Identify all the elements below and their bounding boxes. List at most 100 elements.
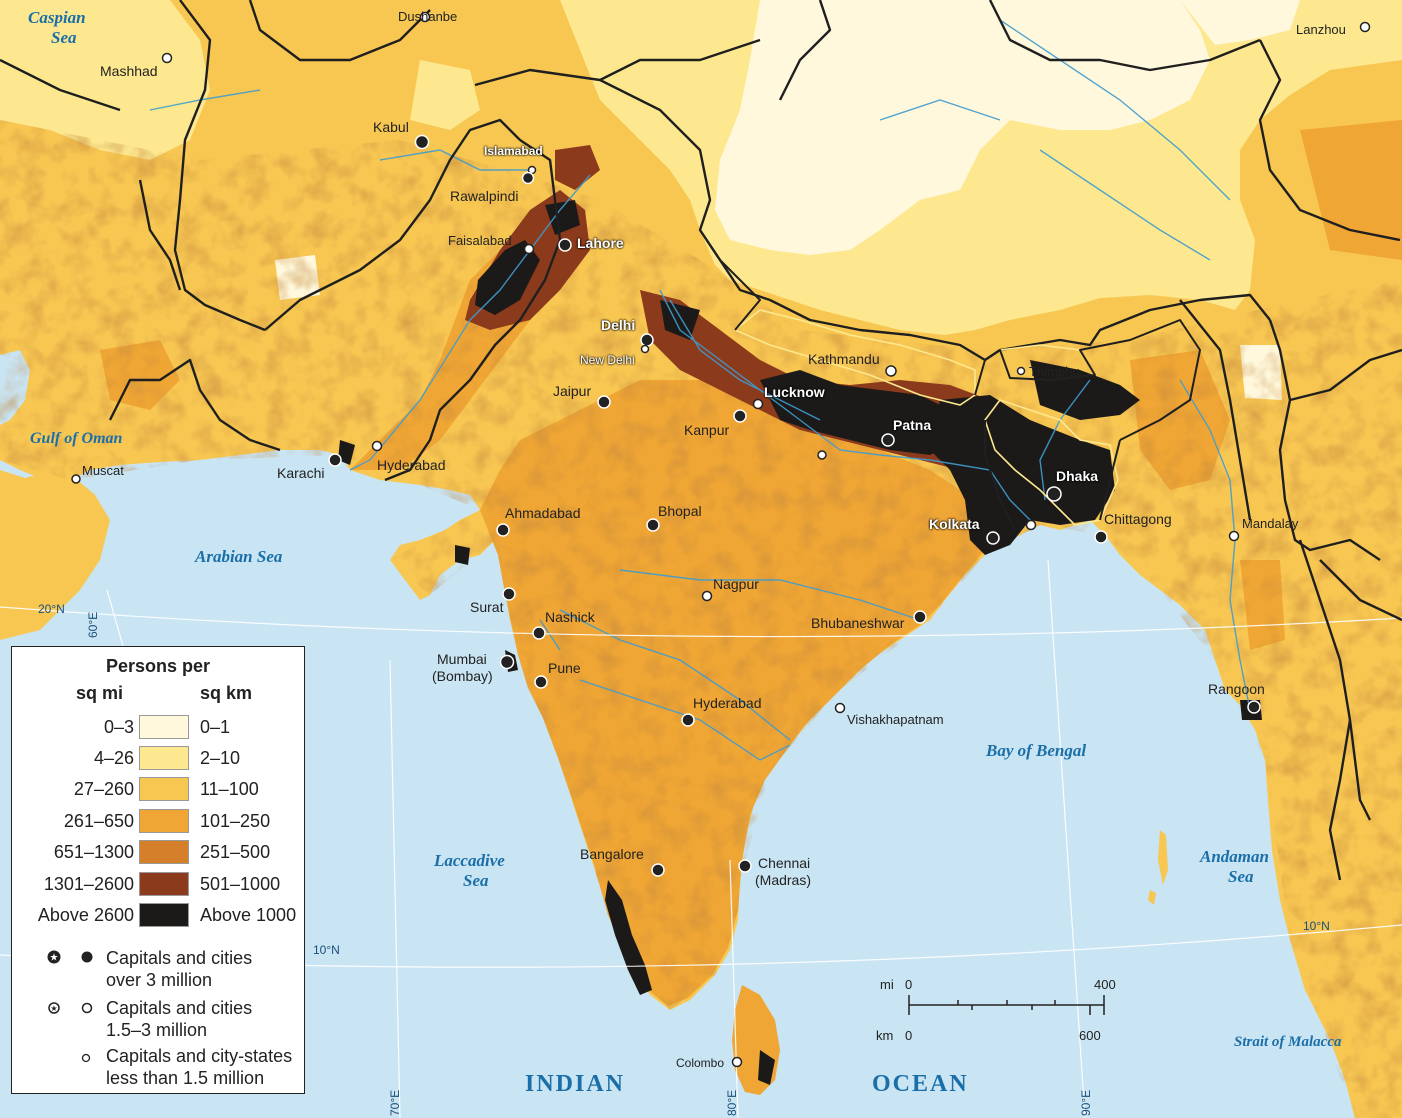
city-marker [521, 171, 535, 185]
legend-mi-range: 1301–2600 [43, 874, 134, 894]
city-label[interactable]: Ahmadabad [505, 505, 581, 521]
water-label: Arabian Sea [195, 547, 283, 566]
legend-km-range: 2–10 [200, 748, 241, 768]
legend-row: 1301–2600 501–1000 [12, 872, 306, 898]
svg-text:★: ★ [50, 953, 59, 964]
city-marker [733, 409, 747, 423]
city-label[interactable]: Bhubaneshwar [811, 615, 905, 631]
city-label[interactable]: Mashhad [100, 63, 158, 79]
city-label[interactable]: Dushanbe [398, 9, 458, 24]
latitude-label: 20°N [38, 602, 65, 616]
city-label[interactable]: Lahore [577, 235, 624, 251]
city-marker [328, 453, 342, 467]
city-marker [681, 713, 695, 727]
ocean-label: INDIAN [525, 1071, 626, 1097]
city-label[interactable]: Muscat [82, 463, 124, 478]
legend-row: 4–26 2–10 [12, 746, 306, 772]
city-marker [913, 610, 927, 624]
city-label[interactable]: Nagpur [713, 576, 759, 592]
city-label[interactable]: Karachi [277, 465, 325, 481]
city-marker [1247, 700, 1261, 714]
scale-unit-km: km [876, 1028, 894, 1043]
city-marker [646, 518, 660, 532]
water-label: Bay of Bengal [986, 741, 1087, 760]
city-label[interactable]: Dhaka [1056, 468, 1099, 484]
legend-km-range: 251–500 [200, 842, 271, 862]
legend-swatch [139, 872, 189, 896]
city-marker [640, 333, 654, 347]
city-marker [881, 433, 895, 447]
city-label[interactable]: Chittagong [1104, 511, 1172, 527]
city-marker [414, 134, 430, 150]
city-marker [1016, 366, 1026, 376]
legend-symbol-line1: Capitals and cities [106, 948, 253, 968]
city-label[interactable]: Jaipur [553, 383, 592, 399]
city-label[interactable]: Pune [548, 660, 581, 676]
city-label[interactable]: (Madras) [755, 872, 812, 888]
city-markers [71, 11, 1371, 1068]
city-marker [1359, 21, 1371, 33]
city-label[interactable]: Surat [470, 599, 504, 615]
legend-mi-range: 27–260 [73, 779, 134, 799]
city-marker [558, 238, 572, 252]
city-marker [701, 590, 713, 602]
city-label[interactable]: Islamabad [484, 144, 543, 158]
city-label[interactable]: Bhopal [658, 503, 702, 519]
city-label[interactable]: Lucknow [764, 384, 825, 400]
city-marker [817, 450, 827, 460]
legend-swatch [139, 777, 189, 801]
city-marker [534, 675, 548, 689]
legend-symbol-line2: 1.5–3 million [106, 1020, 208, 1040]
legend-symbol-line2: over 3 million [106, 970, 213, 990]
legend-row: 651–1300 251–500 [12, 840, 306, 866]
legend-swatch [139, 840, 189, 864]
city-label[interactable]: Hyderabad [693, 695, 762, 711]
city-label[interactable]: Chennai [758, 855, 811, 871]
oman-coast [0, 470, 110, 640]
city-label[interactable]: Lanzhou [1296, 22, 1346, 37]
city-label[interactable]: Vishakhapatnam [847, 712, 944, 727]
city-label[interactable]: Faisalabad [448, 233, 512, 248]
city-label[interactable]: New Delhi [580, 353, 635, 367]
legend-km-range: 0–1 [200, 717, 231, 737]
city-label[interactable]: (Bombay) [432, 668, 493, 684]
city-label[interactable]: Nashick [545, 609, 595, 625]
city-marker [496, 523, 510, 537]
city-marker [738, 859, 752, 873]
city-label[interactable]: Hyderabad [377, 457, 446, 473]
city-label[interactable]: Kanpur [684, 422, 730, 438]
capital-medium-icon: ★ [48, 1002, 93, 1014]
city-marker [1025, 519, 1037, 531]
city-marker [597, 395, 611, 409]
city-label[interactable]: Kabul [373, 119, 409, 135]
city-label[interactable]: Kolkata [929, 516, 980, 532]
legend-title: Persons per [106, 656, 211, 676]
city-label[interactable]: Mandalay [1242, 516, 1299, 531]
city-label[interactable]: Delhi [601, 317, 636, 333]
legend-col-sq-km: sq km [200, 683, 253, 703]
map-legend: Persons per sq mi sq km 0–3 0–1 4–26 2–1… [11, 646, 305, 1094]
city-label[interactable]: Patna [893, 417, 932, 433]
india-outline [699, 229, 1201, 531]
legend-swatch [139, 746, 189, 770]
legend-symbol-line1: Capitals and city-states [106, 1046, 293, 1066]
national-borders [0, 0, 1402, 881]
water-label: Sea [1228, 867, 1254, 886]
water-label: Strait of Malacca [1234, 1034, 1342, 1050]
city-marker [885, 365, 897, 377]
legend-swatch [139, 715, 189, 739]
water-label: Laccadive [434, 851, 505, 870]
legend-mi-range: Above 2600 [37, 905, 134, 925]
scale-mi-zero: 0 [905, 977, 913, 992]
scale-bar [908, 995, 1105, 1015]
city-label[interactable]: Bangalore [580, 846, 644, 862]
scale-mi-max: 400 [1094, 977, 1116, 992]
city-label[interactable]: Colombo [676, 1056, 725, 1070]
longitude-label: 60°E [86, 611, 100, 638]
city-label[interactable]: Rangoon [1208, 681, 1265, 697]
city-label[interactable]: Thimphu [1029, 364, 1080, 379]
city-label[interactable]: Rawalpindi [450, 188, 519, 204]
water-label: Caspian [28, 8, 86, 27]
city-label[interactable]: Kathmandu [808, 351, 880, 367]
city-label[interactable]: Mumbai [437, 651, 487, 667]
